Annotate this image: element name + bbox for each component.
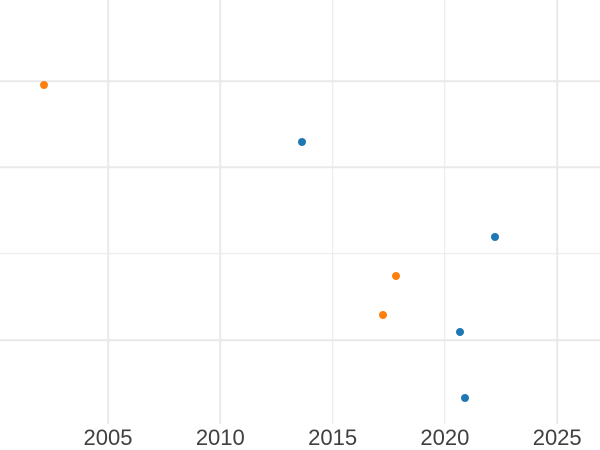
gridline-vertical — [219, 0, 222, 424]
x-tick-label: 2005 — [83, 425, 133, 450]
scatter-point-blue — [298, 138, 307, 146]
scatter-point-orange — [379, 311, 388, 319]
x-tick-label: 2010 — [195, 425, 245, 450]
x-tick-label: 2015 — [308, 425, 358, 450]
gridline-vertical — [556, 0, 558, 424]
scatter-point-blue — [491, 233, 500, 241]
gridline-horizontal — [0, 80, 600, 82]
gridline-horizontal — [0, 339, 600, 341]
scatter-point-orange — [392, 272, 401, 280]
scatter-point-blue — [456, 328, 465, 336]
scatter-point-blue — [461, 394, 470, 402]
gridline-vertical — [331, 0, 334, 424]
gridline-horizontal — [0, 252, 600, 255]
gridline-vertical — [107, 0, 109, 424]
x-tick-label: 2020 — [420, 425, 470, 450]
scatter-point-orange — [39, 81, 48, 89]
gridline-vertical — [444, 0, 446, 424]
x-tick-label: 2025 — [532, 425, 582, 450]
gridline-horizontal — [0, 166, 600, 168]
